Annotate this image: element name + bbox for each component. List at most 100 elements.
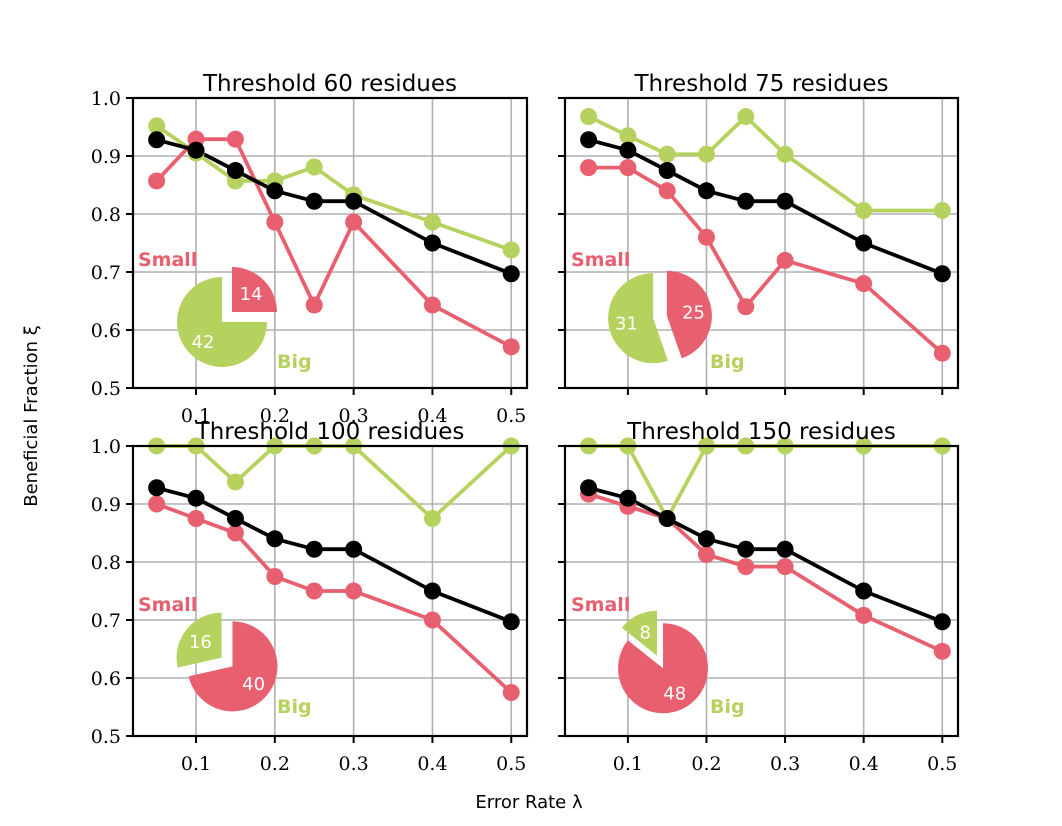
data-point-small	[226, 524, 244, 542]
data-point-small	[776, 558, 794, 576]
axes-frame	[563, 444, 960, 738]
pie-value-label-small: 48	[663, 684, 686, 705]
pie-category-label-small: Small	[571, 594, 630, 616]
data-point-all	[148, 131, 166, 149]
x-tick-label: 0.1	[613, 753, 643, 775]
data-point-all	[580, 479, 598, 497]
data-point-small	[697, 545, 715, 563]
data-point-big	[580, 108, 598, 126]
data-point-all	[658, 162, 676, 179]
pie-category-label-big: Big	[710, 696, 745, 718]
x-tick-label: 0.3	[339, 405, 369, 427]
data-point-all	[697, 530, 715, 548]
series-line-big	[588, 444, 943, 521]
y-tick-label: 0.5	[91, 726, 121, 748]
data-point-all	[737, 540, 755, 558]
data-point-all	[423, 582, 441, 600]
data-point-small	[187, 510, 205, 527]
pie-slice-small	[231, 267, 277, 313]
y-tick-label: 0.9	[91, 494, 121, 516]
y-tick-label: 0.9	[91, 146, 121, 168]
pie-category-label-small: Small	[138, 594, 197, 616]
panel-title: Threshold 75 residues	[633, 71, 888, 97]
y-tick-label: 0.8	[91, 552, 121, 574]
pie-category-label-small: Small	[571, 249, 630, 271]
data-point-all	[855, 582, 873, 600]
data-point-big	[305, 158, 323, 176]
data-point-all	[187, 141, 205, 159]
data-point-big	[226, 473, 244, 491]
x-tick-label: 0.2	[260, 405, 290, 427]
pie-value-label-small: 25	[682, 302, 705, 323]
panel-4: 0.1 0.2 0.3 0.4 0.5 Threshold 150 residues 48 8…	[558, 419, 960, 775]
data-point-all	[619, 141, 637, 159]
x-axis-label: Error Rate λ	[475, 792, 583, 813]
data-point-big	[737, 108, 755, 126]
data-point-big	[658, 145, 676, 163]
data-point-big	[933, 202, 951, 220]
y-tick-label: 0.5	[91, 378, 121, 400]
data-point-all	[502, 265, 520, 283]
x-tick-label: 0.5	[496, 753, 526, 775]
data-point-small	[776, 251, 794, 269]
data-point-small	[305, 582, 323, 600]
axes-frame	[131, 96, 529, 390]
pie-value-label-big: 31	[615, 314, 638, 335]
pie-value-label-big: 42	[192, 332, 215, 353]
x-tick-label: 0.5	[927, 753, 957, 775]
data-point-all	[619, 489, 637, 507]
pie-slice-small	[666, 270, 712, 359]
pie-slice-big	[621, 610, 657, 656]
panel-1: 0.1 0.2 0.3 0.4 0.5 0.5 0.6 0.7 0.8 0.9 1.0 Thresho…	[91, 71, 529, 427]
data-point-small	[697, 228, 715, 246]
data-point-big	[423, 510, 441, 527]
axes-frame	[563, 96, 960, 390]
data-point-big	[855, 202, 873, 220]
panel-title: Threshold 100 residues	[195, 419, 465, 445]
panel-2: Threshold 75 residues 25 31 Small Big	[558, 71, 960, 395]
series-line-small	[155, 502, 513, 694]
data-point-small	[933, 344, 951, 362]
data-point-small	[619, 159, 637, 177]
data-point-all	[148, 479, 166, 497]
data-point-all	[776, 192, 794, 210]
x-tick-label: 0.4	[417, 405, 447, 427]
data-point-all	[855, 234, 873, 252]
panel-title: Threshold 60 residues	[202, 71, 457, 97]
y-tick-label: 0.6	[91, 668, 121, 690]
data-point-all	[266, 530, 284, 548]
data-point-all	[776, 540, 794, 558]
pie-category-label-small: Small	[138, 249, 197, 271]
data-point-small	[423, 611, 441, 629]
data-point-all	[933, 613, 951, 631]
data-point-all	[345, 540, 363, 558]
data-point-all	[187, 489, 205, 507]
data-point-small	[266, 568, 284, 585]
x-tick-label: 0.5	[496, 405, 526, 427]
data-point-small	[148, 495, 166, 513]
y-tick-label: 1.0	[91, 436, 121, 458]
pie-slice-big	[176, 612, 222, 668]
series-line-all	[156, 485, 512, 624]
x-tick-label: 0.2	[691, 753, 721, 775]
data-point-small	[305, 296, 323, 314]
data-point-all	[226, 510, 244, 527]
series-line-big	[156, 444, 513, 521]
x-tick-label: 0.1	[181, 405, 211, 427]
pie-value-label-big: 16	[189, 632, 212, 653]
y-axis-label: Beneficial Fraction ξ	[21, 325, 42, 507]
data-point-all	[266, 182, 284, 200]
x-tick-label: 0.2	[260, 753, 290, 775]
series-line-all	[588, 485, 943, 624]
data-point-small	[737, 558, 755, 576]
pie-slice-small	[188, 621, 278, 712]
y-tick-label: 0.8	[91, 204, 121, 226]
data-point-big	[619, 127, 637, 145]
data-point-small	[345, 582, 363, 600]
data-point-small	[737, 298, 755, 316]
pie-category-label-big: Big	[710, 351, 745, 373]
x-tick-label: 0.4	[417, 753, 447, 775]
series-line-big	[155, 124, 512, 252]
data-point-small	[423, 296, 441, 314]
